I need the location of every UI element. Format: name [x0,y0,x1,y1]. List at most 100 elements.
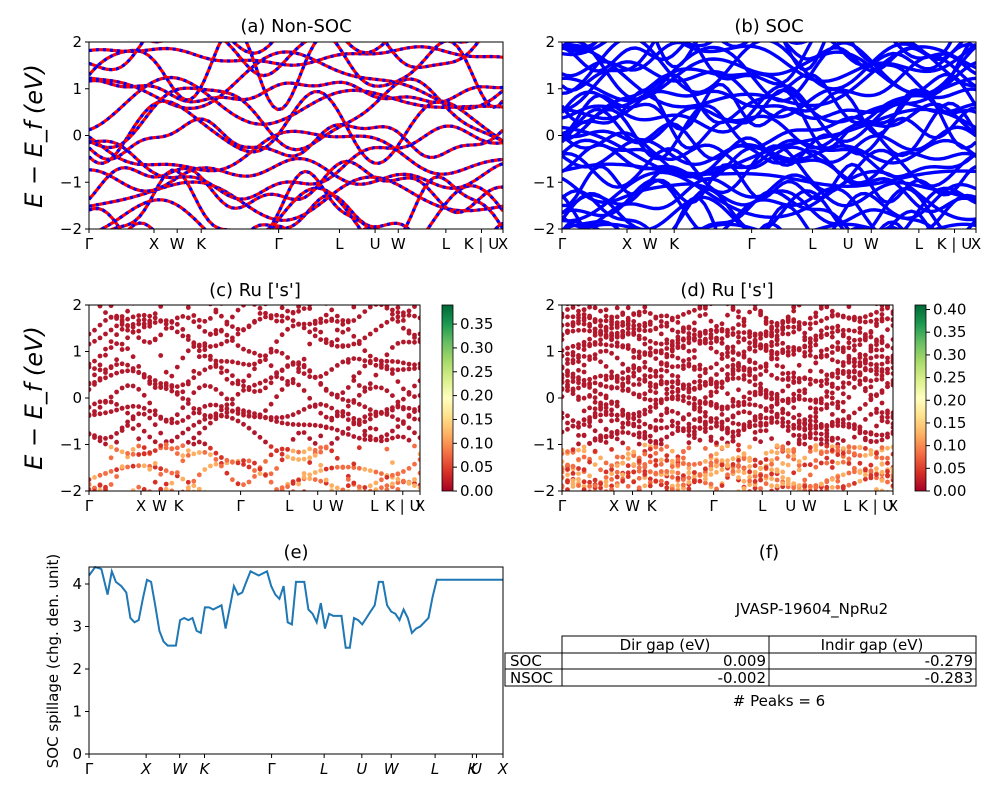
projection-point [241,383,246,389]
projection-point [725,371,730,377]
projection-point [417,470,420,476]
projection-point [576,483,581,488]
projection-point [609,375,614,381]
projection-point [829,325,835,331]
projection-point [642,336,648,341]
colorbar-tick-label: 0.20 [933,391,966,409]
projection-point [92,380,97,385]
projection-point [846,424,852,430]
projection-point [725,458,730,464]
projection-point [274,415,279,421]
projection-point [418,298,423,303]
projection-point [131,502,136,507]
projection-point [335,283,340,288]
projection-point [647,476,653,482]
projection-point [658,461,664,467]
projection-point [647,338,653,344]
projection-point [208,402,213,408]
projection-point [813,287,818,292]
projection-point [824,402,830,407]
projection-point [196,342,202,348]
projection-point [824,294,829,299]
projection-point [807,405,813,411]
projection-point [858,281,863,286]
projection-point [852,507,857,512]
projection-point [840,399,846,405]
projection-point [174,434,180,440]
projection-point [213,331,219,337]
x-tick-label: U [471,760,482,778]
projection-point [598,519,603,524]
projection-point [658,367,664,373]
projection-point [818,383,824,389]
projection-point [769,449,774,455]
projection-point [603,483,609,489]
projection-point [390,371,395,376]
projection-point [664,340,670,346]
projection-point [725,312,730,318]
projection-point [879,334,885,340]
projection-point [852,534,857,539]
projection-point [714,329,719,334]
projection-point [647,388,653,394]
projection-point [868,355,874,361]
projection-point [362,286,367,291]
projection-point [246,464,252,470]
projection-point [598,455,603,461]
projection-point [774,333,780,339]
projection-point [257,466,263,472]
x-tick-label: X [415,497,425,515]
projection-point [241,421,246,427]
projection-point [89,341,92,347]
projection-point [379,362,384,367]
projection-point [648,296,653,301]
projection-point [846,335,852,341]
projection-point [279,305,285,311]
projection-point [829,421,835,427]
projection-point [108,314,114,320]
projection-point [592,395,598,401]
projection-point [874,321,879,326]
projection-point [108,339,114,344]
projection-point [874,393,879,399]
projection-point [890,355,893,361]
projection-point [565,373,570,378]
projection-point [174,473,180,479]
projection-point [714,402,719,407]
projection-point [417,337,420,342]
projection-point [296,494,301,499]
projection-point [334,413,340,419]
projection-point [719,462,725,468]
projection-point [780,475,786,480]
projection-point [180,382,186,388]
projection-point [592,410,598,416]
projection-point [401,419,406,424]
projection-point [565,384,570,390]
projection-point [647,483,653,489]
projection-point [791,276,796,281]
projection-point [758,412,763,418]
projection-point [686,475,692,481]
projection-point [708,389,714,395]
projection-point [774,400,780,406]
projection-point [879,437,885,443]
projection-point [180,314,186,319]
projection-point [858,531,863,536]
projection-point [279,350,285,356]
projection-point [818,481,824,487]
projection-point [725,354,730,359]
projection-point [368,290,373,295]
projection-point [401,325,406,331]
projection-point [664,313,670,319]
projection-point [669,469,675,475]
projection-point [807,430,813,436]
projection-point [747,396,752,402]
scatter-clip [562,265,893,539]
y-tick-label: 0 [545,389,555,407]
projection-point [384,446,390,452]
projection-point [763,473,769,479]
projection-point [874,265,879,270]
projection-point [109,515,114,520]
projection-point [324,289,329,294]
projection-point [219,341,224,347]
